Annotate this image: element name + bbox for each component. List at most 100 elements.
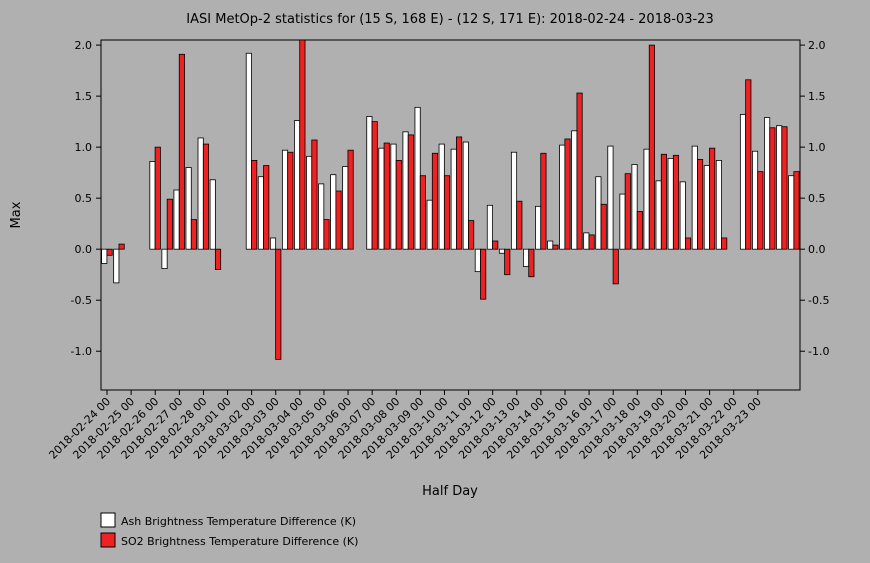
chart-title: IASI MetOp-2 statistics for (15 S, 168 E… [186, 12, 713, 27]
bar-ash [776, 125, 783, 250]
bar-so2 [468, 220, 475, 250]
legend-label-so2: SO2 Brightness Temperature Difference (K… [121, 535, 358, 548]
bar-ash [281, 149, 289, 250]
bar-so2 [528, 248, 535, 278]
bar-ash [390, 143, 397, 250]
bar-so2 [202, 143, 210, 250]
bar-so2 [335, 190, 342, 250]
y-tick-label-right: 0.0 [808, 243, 826, 256]
bar-so2 [540, 152, 547, 250]
y-tick-label-right: -1.0 [808, 345, 829, 358]
bar-so2 [431, 152, 438, 250]
bar-ash [366, 116, 373, 250]
y-tick-label-right: 1.5 [808, 90, 826, 103]
bar-ash [643, 148, 650, 250]
legend-swatch-so2 [100, 532, 116, 548]
bar-ash [294, 120, 301, 250]
y-tick-label-left: 0.0 [75, 243, 93, 256]
y-tick-label-left: 1.5 [75, 90, 93, 103]
bar-ash [173, 189, 180, 250]
bar-ash [185, 167, 192, 250]
bar-ash [583, 232, 590, 250]
bar-so2 [600, 203, 607, 250]
y-tick-label-left: 2.0 [75, 39, 93, 52]
bar-so2 [697, 158, 704, 250]
y-tick-label-right: -0.5 [808, 294, 829, 307]
bar-ash [691, 145, 698, 250]
bar-so2 [419, 175, 426, 250]
bar-so2 [757, 171, 764, 250]
bar-so2 [564, 138, 571, 250]
bar-ash [788, 175, 795, 250]
bar-ash [752, 150, 759, 250]
plot-frame [100, 39, 801, 391]
bar-so2 [588, 234, 595, 250]
bar-so2 [456, 136, 463, 250]
y-tick-label-right: 2.0 [808, 39, 826, 52]
bar-so2 [480, 248, 487, 300]
legend: Ash Brightness Temperature Difference (K… [100, 512, 358, 548]
bar-so2 [516, 200, 523, 250]
bar-so2 [383, 142, 390, 250]
bar-ash [101, 248, 108, 264]
bar-so2 [371, 121, 378, 250]
bar-ash [197, 137, 204, 250]
bar-ash [245, 52, 252, 250]
bar-so2 [576, 92, 583, 250]
bar-ash [438, 143, 445, 250]
bar-ash [607, 145, 614, 250]
bar-so2 [275, 248, 282, 360]
bar-ash [667, 157, 674, 250]
bar-ash [306, 155, 313, 250]
bar-ash [402, 131, 409, 250]
bar-ash [462, 141, 469, 250]
bar-ash [547, 240, 554, 250]
y-axis-label: Max [9, 201, 24, 228]
bar-ash [450, 148, 457, 250]
bar-so2 [769, 127, 776, 250]
y-tick-label-right: 0.5 [808, 192, 826, 205]
y-tick-label-left: 1.0 [75, 141, 93, 154]
bar-so2 [190, 219, 197, 250]
y-tick-label-left: -0.5 [71, 294, 92, 307]
bar-so2 [214, 248, 222, 270]
bar-so2 [287, 151, 294, 250]
bar-so2 [492, 240, 499, 250]
bar-ash [257, 176, 264, 250]
bar-so2 [781, 126, 788, 250]
bar-ash [426, 199, 433, 250]
bar-so2 [178, 53, 185, 250]
bar-so2 [504, 248, 511, 276]
bar-so2 [793, 171, 800, 250]
y-tick-label-left: 0.5 [75, 192, 93, 205]
bar-so2 [407, 134, 414, 250]
bar-so2 [709, 147, 716, 250]
bar-so2 [323, 219, 330, 250]
bar-ash [679, 181, 686, 250]
bar-ash [414, 106, 421, 250]
bar-ash [559, 144, 566, 250]
bar-ash [149, 161, 156, 250]
bar-so2 [347, 149, 354, 250]
bars [101, 39, 800, 360]
bar-so2 [721, 237, 728, 250]
bar-ash [703, 165, 710, 250]
y-tick-label-right: 1.0 [808, 141, 826, 154]
y-axis-right: 2.0 1.5 1.0 0.5 0.0 -0.5 -1.0 [800, 39, 829, 358]
bar-so2 [118, 243, 125, 250]
bar-so2 [299, 39, 306, 250]
bar-ash [269, 237, 277, 250]
bar-so2 [166, 198, 173, 250]
bar-ash [764, 117, 771, 250]
bar-ash [161, 248, 168, 269]
y-tick-label-left: -1.0 [71, 345, 92, 358]
legend-swatch-ash [100, 512, 116, 528]
bar-so2 [745, 79, 752, 250]
bar-ash [318, 183, 325, 250]
bar-so2 [552, 244, 559, 250]
bar-ash [498, 248, 506, 254]
bar-ash [209, 179, 216, 250]
bar-so2 [684, 237, 692, 250]
bar-ash [595, 176, 602, 250]
